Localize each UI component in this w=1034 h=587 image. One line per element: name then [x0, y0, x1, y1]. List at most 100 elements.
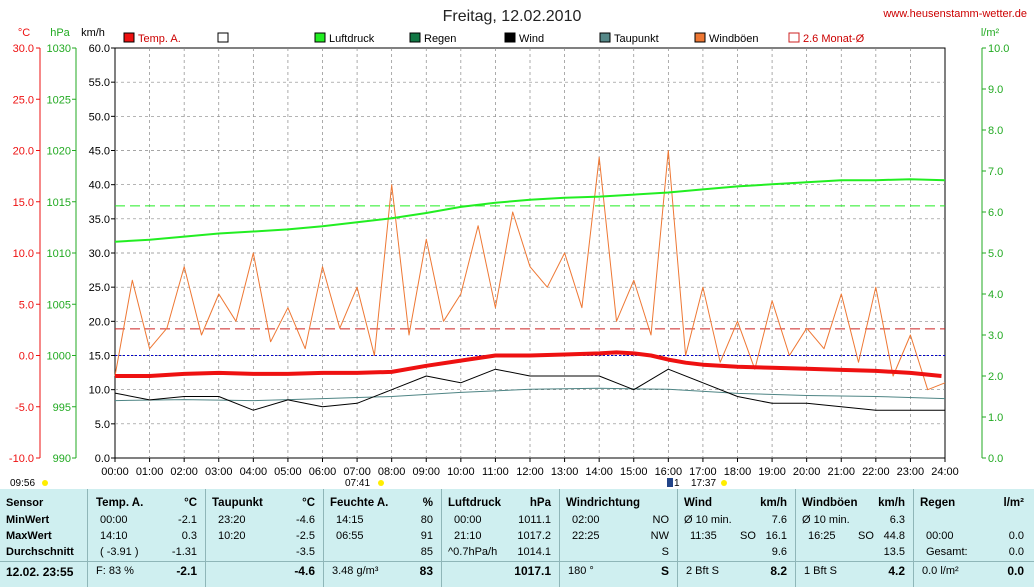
pressure-tick-label: 1010 — [47, 248, 71, 260]
dew-min: -4.6 — [296, 514, 315, 526]
gust-section: Windböen km/h Ø 10 min. 6.3 16:25 SO 44.… — [796, 489, 914, 587]
temp-section: Temp. A. °C 00:00 -2.1 14:10 0.3 ( -3.91… — [88, 489, 206, 587]
time-tick-label: 20:00 — [793, 466, 821, 478]
time-tick-label: 05:00 — [274, 466, 302, 478]
winddir-current: S — [660, 564, 669, 578]
series-layer — [114, 150, 946, 411]
rain-tick-label: 6.0 — [988, 207, 1003, 219]
gust-max-dir: SO — [858, 530, 874, 542]
time-tick-label: 18:00 — [724, 466, 752, 478]
wind-tick-label: 30.0 — [89, 248, 110, 260]
time-tick-label: 23:00 — [897, 466, 925, 478]
wind-tick-label: 55.0 — [89, 77, 110, 89]
wind-unit-label: km/h — [81, 27, 105, 39]
rain-current-rate: 0.0 l/m² — [922, 565, 959, 577]
time-tick-label: 19:00 — [758, 466, 786, 478]
label-sensor: Sensor — [6, 497, 44, 509]
humidity-section: Feuchte A. % 14:15 80 06:55 91 85 3.48 g… — [324, 489, 442, 587]
rain-max: 0.0 — [1008, 530, 1024, 542]
legend-swatch — [788, 32, 800, 43]
time-tick-label: 07:00 — [343, 466, 371, 478]
time-tick-label: 15:00 — [620, 466, 648, 478]
temp-max: 0.3 — [181, 530, 197, 542]
dew-avg: -3.5 — [296, 546, 315, 558]
rain-tick-label: 0.0 — [988, 453, 1003, 465]
gust-max-time: 16:25 — [808, 530, 836, 542]
temp-tick-label: 20.0 — [13, 146, 34, 158]
legend-label: Regen — [424, 33, 456, 45]
dewpoint-section: Taupunkt °C 23:20 -4.6 10:20 -2.5 -3.5 -… — [206, 489, 324, 587]
pressure-line — [114, 178, 946, 243]
rain-total-label: Gesamt: — [926, 546, 968, 558]
table-separator — [0, 561, 1034, 562]
pressure-tick-label: 1005 — [47, 299, 71, 311]
pressure-tick-label: 1020 — [47, 146, 71, 158]
pressure-min: 1011.1 — [518, 514, 551, 526]
label-max: MaxWert — [6, 530, 52, 542]
temp-tick-label: 25.0 — [13, 94, 34, 106]
time-tick-label: 13:00 — [551, 466, 579, 478]
temp-tick-label: -5.0 — [15, 402, 34, 414]
rain-tick-label: 10.0 — [988, 43, 1009, 55]
wind-tick-label: 10.0 — [89, 385, 110, 397]
moon-icon — [667, 478, 673, 487]
gust-title: Windböen — [802, 497, 858, 509]
sunset-icon — [721, 480, 727, 486]
wind-avg: 9.6 — [771, 546, 787, 558]
winddir-title: Windrichtung — [566, 497, 640, 509]
pressure-unit: hPa — [529, 497, 551, 509]
rain-tick-label: 9.0 — [988, 84, 1003, 96]
legend-swatch — [409, 32, 421, 43]
winddir-avg: S — [661, 546, 669, 558]
time-tick-label: 17:00 — [689, 466, 717, 478]
site-url: www.heusenstamm-wetter.de — [882, 8, 1027, 20]
wind-unit: km/h — [760, 497, 787, 509]
time-tick-label: 02:00 — [170, 466, 198, 478]
temp-unit-label: °C — [18, 27, 30, 39]
gust-min: 6.3 — [889, 514, 905, 526]
rain-tick-label: 8.0 — [988, 125, 1003, 137]
sunrise-icon — [378, 480, 384, 486]
humidity-unit: % — [422, 497, 433, 509]
grid-lines — [115, 48, 945, 458]
legend-label: Temp. A. — [138, 33, 181, 45]
gust-bft: 1 Bft S — [804, 565, 838, 577]
wind-max-dir: SO — [740, 530, 756, 542]
winddir-section: Windrichtung 02:00 NO 22:25 NW S 180 ° S — [560, 489, 678, 587]
pressure-unit-label: hPa — [50, 27, 70, 39]
wind-tick-label: 0.0 — [95, 453, 110, 465]
temp-tick-label: 30.0 — [13, 43, 34, 55]
gust-avg: 13.5 — [883, 546, 905, 558]
wind-bft: 2 Bft S — [686, 565, 720, 577]
temp-max-time: 14:10 — [100, 530, 128, 542]
rain-total: 0.0 — [1008, 546, 1024, 558]
wind-tick-label: 60.0 — [89, 43, 110, 55]
moon-marker-label: 1 — [674, 478, 680, 489]
humidity-min-time: 14:15 — [336, 514, 364, 526]
sunrise-label: 07:41 — [345, 478, 370, 489]
pressure-max: 1017.2 — [517, 530, 551, 542]
wind-section: Wind km/h Ø 10 min. 7.6 11:35 SO 16.1 9.… — [678, 489, 796, 587]
wind-max: 16.1 — [765, 530, 787, 542]
pressure-axis: 1030 1025 1020 1015 1010 1005 1000 995 990 — [47, 43, 77, 465]
legend-label: Taupunkt — [614, 33, 659, 45]
weather-chart: Freitag, 12.02.2010 www.heusenstamm-wett… — [9, 8, 1027, 489]
time-tick-label: 09:00 — [412, 466, 440, 478]
dewpoint-line — [114, 387, 946, 402]
legend-label: Windböen — [709, 33, 759, 45]
gust-max: 44.8 — [883, 530, 905, 542]
legend-swatch — [217, 32, 229, 43]
humidity-max-time: 06:55 — [336, 530, 364, 542]
wind-tick-label: 15.0 — [89, 351, 110, 363]
chart-title: Freitag, 12.02.2010 — [443, 8, 582, 25]
winddir-max-time: 22:25 — [572, 530, 600, 542]
time-tick-label: 08:00 — [378, 466, 406, 478]
rain-tick-label: 5.0 — [988, 248, 1003, 260]
pressure-tick-label: 995 — [53, 402, 71, 414]
wind-min-label: Ø 10 min. — [684, 514, 732, 526]
legend-label: Luftdruck — [329, 33, 375, 45]
label-current: 12.02. 23:55 — [6, 565, 74, 579]
humidity-current: 83 — [419, 564, 433, 578]
dew-max-time: 10:20 — [218, 530, 246, 542]
